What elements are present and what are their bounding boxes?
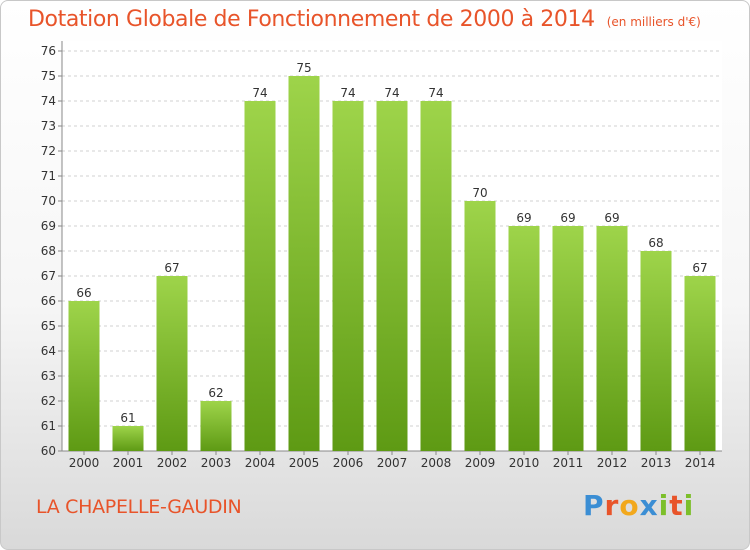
x-tick-label: 2003 [201, 456, 232, 470]
bar [156, 276, 188, 451]
y-tick-label: 68 [41, 244, 56, 258]
x-tick-label: 2014 [685, 456, 716, 470]
y-tick-label: 66 [41, 294, 56, 308]
bar-value-label: 69 [560, 211, 575, 225]
proxiti-logo: Proxiti [583, 489, 695, 522]
bar [464, 201, 496, 451]
y-tick-label: 63 [41, 369, 56, 383]
bar-value-label: 74 [428, 86, 443, 100]
x-tick-label: 2009 [465, 456, 496, 470]
y-tick-label: 74 [41, 94, 56, 108]
bar-value-label: 69 [604, 211, 619, 225]
y-tick-label: 75 [41, 69, 56, 83]
bar-value-label: 62 [208, 386, 223, 400]
x-tick-label: 2000 [69, 456, 100, 470]
bar [200, 401, 232, 451]
bar-value-label: 61 [120, 411, 135, 425]
bar-value-label: 67 [692, 261, 707, 275]
bar-value-label: 74 [340, 86, 355, 100]
x-tick-label: 2002 [157, 456, 188, 470]
y-tick-label: 76 [41, 44, 56, 58]
bar-value-label: 68 [648, 236, 663, 250]
bar [112, 426, 144, 451]
y-tick-label: 71 [41, 169, 56, 183]
x-tick-label: 2007 [377, 456, 408, 470]
bar-value-label: 75 [296, 61, 311, 75]
y-tick-label: 67 [41, 269, 56, 283]
bar-value-label: 69 [516, 211, 531, 225]
y-tick-label: 73 [41, 119, 56, 133]
y-tick-label: 72 [41, 144, 56, 158]
bar [640, 251, 672, 451]
bar [332, 101, 364, 451]
bar [420, 101, 452, 451]
x-tick-label: 2001 [113, 456, 144, 470]
x-tick-label: 2005 [289, 456, 320, 470]
unit-label: (en milliers d'€) [606, 15, 701, 29]
y-tick-label: 65 [41, 319, 56, 333]
commune-name: LA CHAPELLE-GAUDIN [36, 496, 242, 518]
x-tick-label: 2010 [509, 456, 540, 470]
y-tick-label: 61 [41, 419, 56, 433]
bar [288, 76, 320, 451]
bar-value-label: 74 [384, 86, 399, 100]
x-tick-label: 2004 [245, 456, 276, 470]
bar-value-label: 66 [76, 286, 91, 300]
chart-title: Dotation Globale de Fonctionnement de 20… [28, 7, 701, 32]
x-tick-label: 2012 [597, 456, 628, 470]
bar [552, 226, 584, 451]
y-tick-label: 69 [41, 219, 56, 233]
y-tick-label: 62 [41, 394, 56, 408]
x-tick-label: 2011 [553, 456, 584, 470]
x-tick-label: 2008 [421, 456, 452, 470]
y-tick-label: 64 [41, 344, 56, 358]
bar-value-label: 74 [252, 86, 267, 100]
bar [376, 101, 408, 451]
bar [596, 226, 628, 451]
title-text: Dotation Globale de Fonctionnement de 20… [28, 7, 595, 32]
bar [508, 226, 540, 451]
bar-value-label: 70 [472, 186, 487, 200]
x-tick-label: 2013 [641, 456, 672, 470]
y-tick-label: 70 [41, 194, 56, 208]
bar [684, 276, 716, 451]
bar [244, 101, 276, 451]
y-tick-label: 60 [41, 444, 56, 458]
bar-value-label: 67 [164, 261, 179, 275]
bar [68, 301, 100, 451]
x-tick-label: 2006 [333, 456, 364, 470]
